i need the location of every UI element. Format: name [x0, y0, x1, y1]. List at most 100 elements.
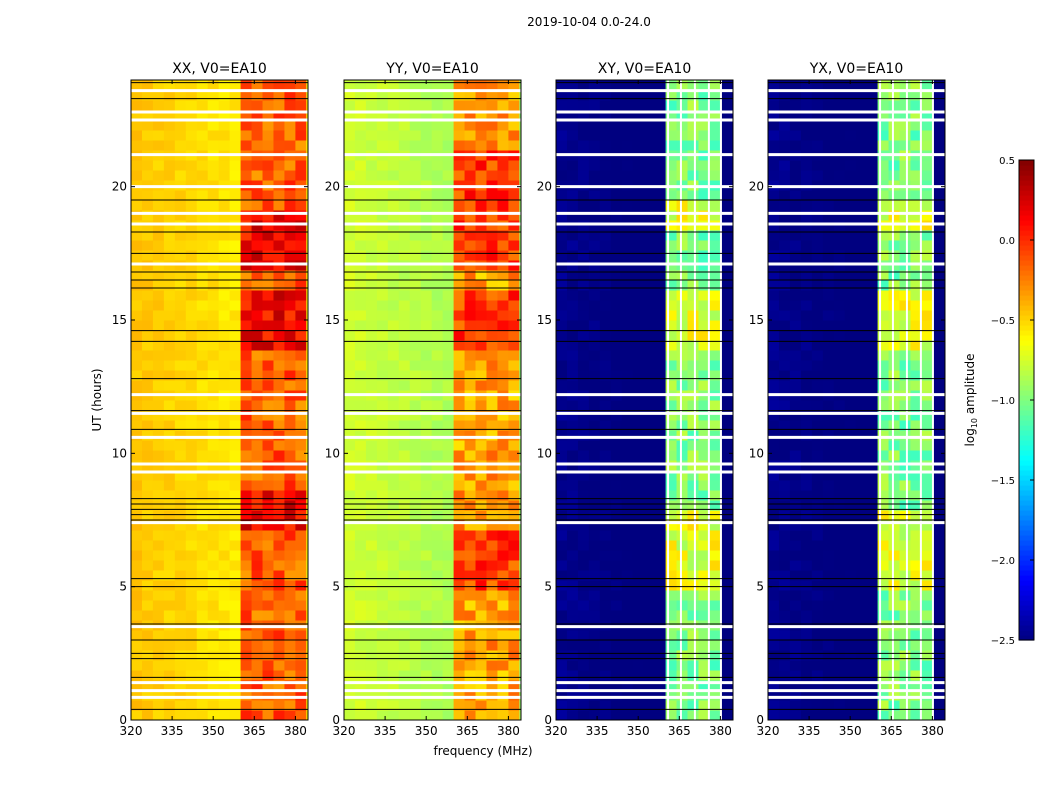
heatmap-cell [262, 210, 274, 221]
heatmap-cell [185, 80, 198, 91]
heatmap-cell [354, 470, 367, 481]
heatmap-cell [800, 710, 813, 721]
y-tick-label: 10 [749, 446, 764, 460]
heatmap-cell [888, 600, 901, 611]
heatmap-cell [731, 200, 734, 211]
heatmap-cell [778, 440, 791, 451]
heatmap-cell [811, 80, 824, 91]
heatmap-cell [475, 190, 487, 201]
heatmap-cell [866, 120, 879, 131]
heatmap-cell [731, 130, 734, 141]
heatmap-cell [665, 630, 678, 641]
heatmap-cell [387, 250, 400, 261]
heatmap-cell [251, 100, 264, 111]
heatmap-cell [251, 600, 264, 611]
heatmap-cell [822, 400, 835, 411]
heatmap-cell [284, 300, 296, 311]
heatmap-cell [519, 590, 522, 601]
heatmap-cell [610, 270, 623, 281]
heatmap-cell [387, 690, 400, 701]
y-tick-label: 15 [537, 313, 552, 327]
heatmap-cell [218, 610, 231, 621]
heatmap-cell [398, 90, 411, 101]
heatmap-cell [768, 210, 780, 221]
heatmap-cell [365, 410, 378, 421]
heatmap-cell [932, 240, 944, 251]
heatmap-cell [932, 100, 944, 111]
heatmap-cell [687, 280, 699, 291]
heatmap-cell [273, 340, 285, 351]
heatmap-cell [519, 600, 522, 611]
heatmap-cell [387, 140, 400, 151]
heatmap-cell [709, 660, 721, 671]
heatmap-cell [899, 660, 911, 671]
heatmap-cell [910, 380, 922, 391]
heatmap-cell [610, 360, 623, 371]
heatmap-cell [431, 290, 444, 301]
heatmap-cell [877, 130, 890, 141]
heatmap-cell [822, 200, 835, 211]
heatmap-cell [306, 140, 309, 151]
heatmap-cell [665, 170, 678, 181]
heatmap-cell [131, 320, 143, 331]
heatmap-cell [163, 170, 176, 181]
heatmap-cell [556, 530, 568, 541]
heatmap-cell [599, 510, 612, 521]
heatmap-cell [709, 580, 721, 591]
heatmap-cell [720, 110, 732, 121]
heatmap-cell [899, 80, 911, 91]
heatmap-cell [207, 320, 220, 331]
colorbar-segment [1019, 550, 1034, 556]
heatmap-cell [811, 100, 824, 111]
heatmap-cell [486, 430, 498, 441]
heatmap-cell [387, 300, 400, 311]
heatmap-cell [497, 340, 509, 351]
heatmap-cell [387, 500, 400, 511]
heatmap-cell [376, 420, 389, 431]
heatmap-cell [240, 370, 253, 381]
heatmap-cell [174, 100, 187, 111]
heatmap-cell [943, 270, 946, 281]
heatmap-cell [698, 710, 710, 721]
heatmap-cell [152, 470, 165, 481]
heatmap-cell [508, 240, 520, 251]
heatmap-cell [519, 90, 522, 101]
heatmap-cell [218, 90, 231, 101]
heatmap-cell [877, 230, 890, 241]
heatmap-cell [207, 690, 220, 701]
heatmap-cell [778, 170, 791, 181]
heatmap-cell [420, 380, 433, 391]
heatmap-cell [354, 690, 367, 701]
heatmap-cell [665, 370, 678, 381]
heatmap-cell [556, 660, 568, 671]
heatmap-cell [731, 360, 734, 371]
heatmap-cell [284, 410, 296, 421]
heatmap-cell [365, 80, 378, 91]
heatmap-cell [284, 110, 296, 121]
x-tick-label: 350 [627, 724, 650, 738]
heatmap-cell [789, 470, 802, 481]
heatmap-cell [720, 600, 732, 611]
heatmap-cell [632, 100, 645, 111]
heatmap-cell [643, 570, 656, 581]
heatmap-cell [844, 410, 857, 421]
heatmap-cell [866, 240, 879, 251]
heatmap-cell [409, 310, 422, 321]
heatmap-cell [163, 250, 176, 261]
heatmap-cell [731, 600, 734, 611]
heatmap-cell [921, 210, 933, 221]
heatmap-cell [387, 320, 400, 331]
heatmap-cell [453, 120, 466, 131]
heatmap-cell [453, 90, 466, 101]
heatmap-cell [409, 600, 422, 611]
heatmap-cell [943, 440, 946, 451]
heatmap-cell [698, 280, 710, 291]
heatmap-cell [932, 360, 944, 371]
heatmap-cell [610, 540, 623, 551]
heatmap-cell [822, 100, 835, 111]
heatmap-cell [229, 290, 242, 301]
heatmap-cell [855, 480, 868, 491]
heatmap-cell [632, 410, 645, 421]
heatmap-cell [295, 210, 307, 221]
heatmap-cell [789, 110, 802, 121]
